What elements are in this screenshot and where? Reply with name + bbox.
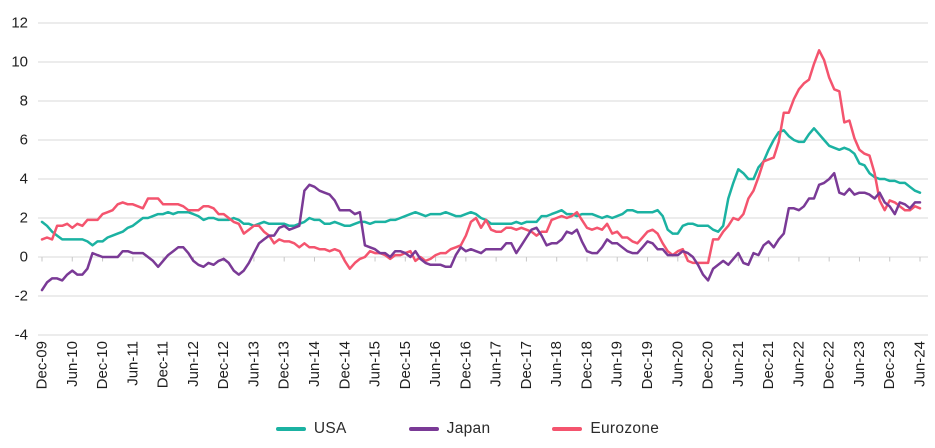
x-axis-tick-label: Jun-11 bbox=[124, 341, 141, 386]
x-axis-tick-label: Jun-22 bbox=[790, 341, 807, 387]
y-axis-tick-label: 2 bbox=[20, 210, 28, 227]
y-axis-tick-label: 4 bbox=[20, 171, 28, 188]
legend-label-usa: USA bbox=[313, 420, 347, 437]
x-axis-tick-label: Dec-21 bbox=[760, 341, 777, 389]
y-axis-tick-label: 12 bbox=[11, 15, 28, 32]
x-axis-tick-label: Jun-10 bbox=[64, 341, 81, 387]
x-axis-tick-label: Dec-10 bbox=[94, 341, 111, 389]
x-axis-tick-label: Dec-12 bbox=[215, 341, 232, 389]
x-axis-tick-label: Dec-15 bbox=[397, 341, 414, 389]
japan-line-swatch bbox=[408, 427, 439, 431]
x-axis-tick-label: Jun-21 bbox=[730, 341, 747, 387]
eurozone-line[interactable] bbox=[40, 49, 922, 270]
legend-label-eurozone: Eurozone bbox=[590, 420, 660, 437]
x-axis-tick-label: Jun-18 bbox=[548, 341, 565, 387]
inflation-chart-svg: 12 10 8 6 4 2 0 -2 -4 Dec-09 Jun-10 Dec-10 Jun-11 Dec… bbox=[11, 15, 929, 390]
y-axis-tick-label: -2 bbox=[15, 288, 28, 305]
legend-item-usa[interactable]: USA bbox=[275, 420, 347, 438]
x-axis-tick-label: Jun-16 bbox=[427, 341, 444, 387]
x-axis-tick-label: Dec-23 bbox=[881, 341, 898, 389]
legend-label-japan: Japan bbox=[446, 420, 491, 437]
x-axis-tick-label: Jun-13 bbox=[245, 341, 262, 387]
y-axis-tick-label: 8 bbox=[20, 93, 28, 110]
x-axis-tick-label: Jun-17 bbox=[488, 341, 505, 387]
x-axis-tick-label: Dec-14 bbox=[336, 341, 353, 389]
x-axis-tick-label: Dec-09 bbox=[34, 341, 51, 389]
x-axis-tick-label: Jun-15 bbox=[367, 341, 384, 387]
x-axis-tick-label: Dec-19 bbox=[639, 341, 656, 389]
japan-line[interactable] bbox=[40, 171, 922, 292]
x-axis-tick-label: Dec-22 bbox=[821, 341, 838, 389]
x-axis-tick-label: Dec-17 bbox=[518, 341, 535, 389]
legend-item-eurozone[interactable]: Eurozone bbox=[552, 420, 659, 438]
eurozone-line-swatch bbox=[552, 427, 583, 431]
y-axis-tick-label: -4 bbox=[15, 327, 28, 344]
x-axis-tick-label: Dec-13 bbox=[276, 341, 293, 389]
usa-line[interactable] bbox=[40, 127, 922, 247]
x-axis-tick-label: Dec-16 bbox=[457, 341, 474, 389]
x-axis-tick-label: Jun-12 bbox=[185, 341, 202, 387]
x-axis-tick-label: Jun-24 bbox=[912, 341, 929, 387]
y-axis-tick-label: 6 bbox=[20, 132, 28, 149]
usa-line-swatch bbox=[275, 427, 306, 431]
x-axis-tick-label: Dec-11 bbox=[155, 341, 172, 388]
x-axis-tick-label: Dec-20 bbox=[700, 341, 717, 389]
y-axis-tick-label: 0 bbox=[20, 249, 28, 266]
chart-legend: USA Japan Eurozone bbox=[0, 413, 935, 445]
x-axis-tick-label: Jun-19 bbox=[609, 341, 626, 387]
legend-item-japan[interactable]: Japan bbox=[408, 420, 491, 438]
x-axis-tick-label: Jun-20 bbox=[669, 341, 686, 387]
y-axis-tick-label: 10 bbox=[11, 54, 28, 71]
x-axis-tick-label: Jun-23 bbox=[851, 341, 868, 387]
x-axis-tick-label: Jun-14 bbox=[306, 341, 323, 387]
x-axis-tick-label: Dec-18 bbox=[578, 341, 595, 389]
